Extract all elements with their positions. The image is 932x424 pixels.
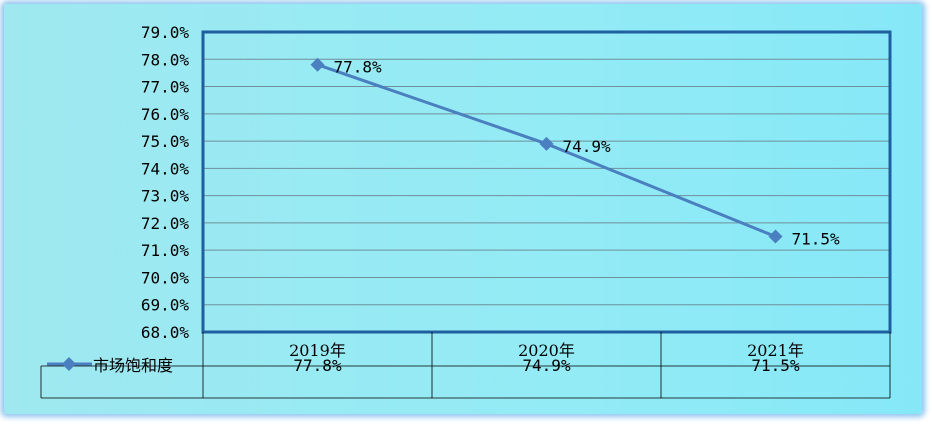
y-axis: 79.0% 78.0% 77.0% 76.0% 75.0% 74.0% 73.0% 72.0%… <box>141 23 190 342</box>
gridlines <box>203 31 890 333</box>
series-markers <box>310 57 783 244</box>
y-tick-label: 68.0% <box>141 323 190 342</box>
table-value: 71.5% <box>751 356 800 375</box>
y-tick-label: 78.0% <box>141 50 190 69</box>
data-label: 77.8% <box>334 58 383 77</box>
y-tick-label: 70.0% <box>141 268 190 287</box>
y-tick-label: 75.0% <box>141 132 190 151</box>
table-value: 74.9% <box>522 356 571 375</box>
data-label: 71.5% <box>792 230 841 249</box>
table-value: 77.8% <box>293 356 342 375</box>
y-tick-label: 76.0% <box>141 105 190 124</box>
y-tick-label: 79.0% <box>141 23 190 42</box>
data-labels: 77.8% 74.9% 71.5% <box>334 58 841 249</box>
data-point-marker <box>768 229 783 244</box>
y-tick-label: 71.0% <box>141 241 190 260</box>
data-point-marker <box>310 57 325 72</box>
legend-marker <box>62 357 76 371</box>
x-category-label: 2019年 <box>289 341 346 360</box>
x-category-label: 2021年 <box>747 341 804 360</box>
y-tick-label: 69.0% <box>141 296 190 315</box>
x-category-label: 2020年 <box>518 341 575 360</box>
data-label: 74.9% <box>563 137 612 156</box>
chart-background <box>4 4 922 414</box>
y-tick-label: 73.0% <box>141 187 190 206</box>
y-tick-label: 72.0% <box>141 214 190 233</box>
plot-area-border <box>201 30 892 334</box>
y-tick-label: 77.0% <box>141 78 190 97</box>
y-tick-label: 74.0% <box>141 159 190 178</box>
legend-series-name: 市场饱和度 <box>93 356 173 375</box>
data-point-marker <box>539 136 554 151</box>
